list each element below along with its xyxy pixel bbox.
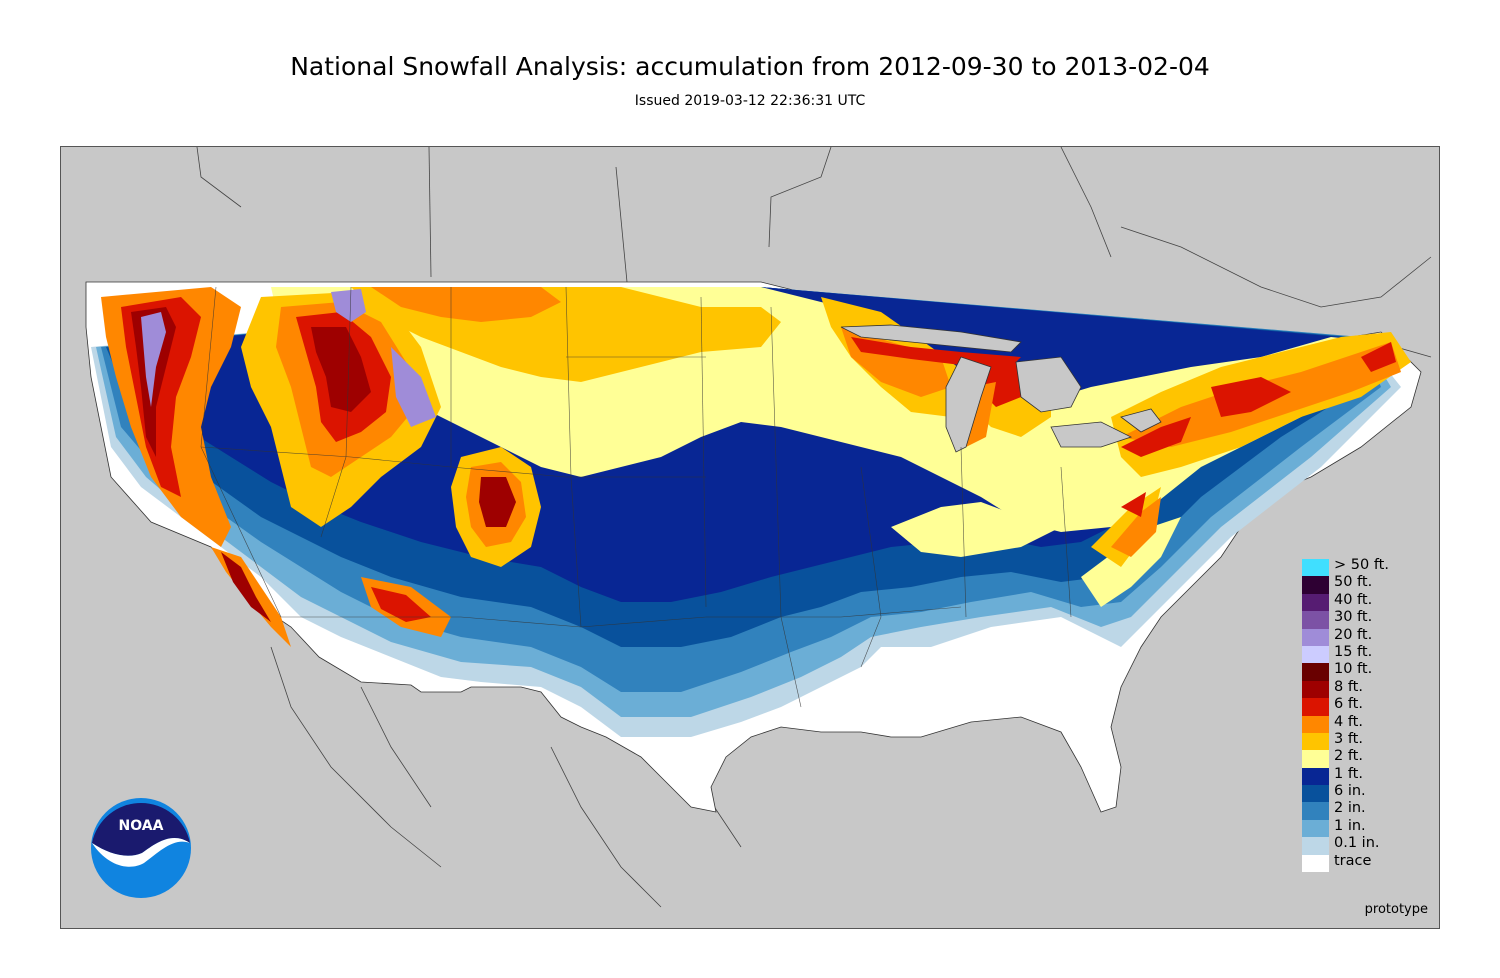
state-boundaries (200, 286, 1072, 708)
legend-swatch (1302, 854, 1329, 873)
legend-label: 2 in. (1334, 800, 1366, 817)
legend-swatch (1302, 698, 1329, 716)
map-title: National Snowfall Analysis: accumulation… (290, 52, 1210, 81)
legend-label: 1 in. (1334, 817, 1366, 834)
map-subtitle: Issued 2019-03-12 22:36:31 UTC (634, 93, 866, 109)
legend-label: 40 ft. (1334, 591, 1373, 608)
legend-entry: 50 ft. (1302, 574, 1432, 594)
noaa-logo-text: NOAA (119, 818, 164, 834)
legend-swatch (1302, 802, 1329, 820)
legend-label: 4 ft. (1334, 713, 1363, 730)
noaa-logo-icon: NOAA (91, 798, 191, 898)
legend-swatch (1302, 576, 1329, 594)
legend-label: 2 ft. (1334, 748, 1363, 765)
legend-label: 8 ft. (1334, 678, 1363, 695)
legend-label: 6 in. (1334, 783, 1366, 800)
legend-swatch (1302, 680, 1329, 699)
legend-label: 1 ft. (1334, 765, 1363, 782)
legend-swatch (1302, 819, 1329, 838)
legend-swatch (1302, 559, 1329, 577)
legend-entry: 6 ft. (1302, 696, 1432, 716)
legend-label: 6 ft. (1334, 696, 1363, 713)
legend-swatch (1302, 767, 1329, 786)
legend-label: 30 ft. (1334, 609, 1373, 626)
legend-swatch (1302, 750, 1329, 768)
legend-entry: 2 in. (1302, 800, 1432, 820)
legend-swatch (1302, 732, 1329, 751)
legend-entry: 40 ft. (1302, 591, 1432, 612)
legend-entry: 2 ft. (1302, 748, 1432, 768)
legend-swatch (1302, 611, 1329, 629)
map-frame (60, 146, 1440, 929)
legend-entry: 1 ft. (1302, 765, 1432, 786)
legend-swatch (1302, 715, 1329, 733)
legend-label: 10 ft. (1334, 661, 1373, 678)
legend-entry: 30 ft. (1302, 609, 1432, 629)
legend-label: trace (1334, 852, 1372, 869)
legend-entry: trace (1302, 852, 1432, 873)
legend-swatch (1302, 645, 1329, 664)
legend-entry: 3 ft. (1302, 730, 1432, 751)
legend-label: 3 ft. (1334, 730, 1363, 747)
legend-entry: 10 ft. (1302, 661, 1432, 681)
legend-label: > 50 ft. (1334, 557, 1389, 573)
legend-entry: 4 ft. (1302, 713, 1432, 733)
legend-entry: 6 in. (1302, 783, 1432, 803)
legend-label: 20 ft. (1334, 626, 1373, 643)
legend-swatch (1302, 628, 1329, 646)
legend-entry: 0.1 in. (1302, 835, 1432, 855)
prototype-label: prototype (1364, 902, 1428, 917)
legend-label: 15 ft. (1334, 643, 1373, 660)
legend-entry: 1 in. (1302, 817, 1432, 838)
legend-swatch (1302, 785, 1329, 803)
snowfall-legend: > 50 ft. 50 ft. 40 ft. 30 ft. 20 ft. 15 ft. 10… (1302, 557, 1432, 873)
legend-label: 50 ft. (1334, 574, 1373, 591)
legend-swatch (1302, 593, 1329, 612)
snowfall-map (85, 147, 1432, 908)
great-lakes (840, 324, 1162, 453)
legend-swatch (1302, 837, 1329, 855)
legend-swatch (1302, 663, 1329, 681)
legend-label: 0.1 in. (1334, 835, 1380, 852)
legend-entry: 8 ft. (1302, 678, 1432, 699)
legend-entry: 20 ft. (1302, 626, 1432, 646)
legend-entry: 15 ft. (1302, 643, 1432, 664)
legend-entry: > 50 ft. (1302, 557, 1432, 577)
